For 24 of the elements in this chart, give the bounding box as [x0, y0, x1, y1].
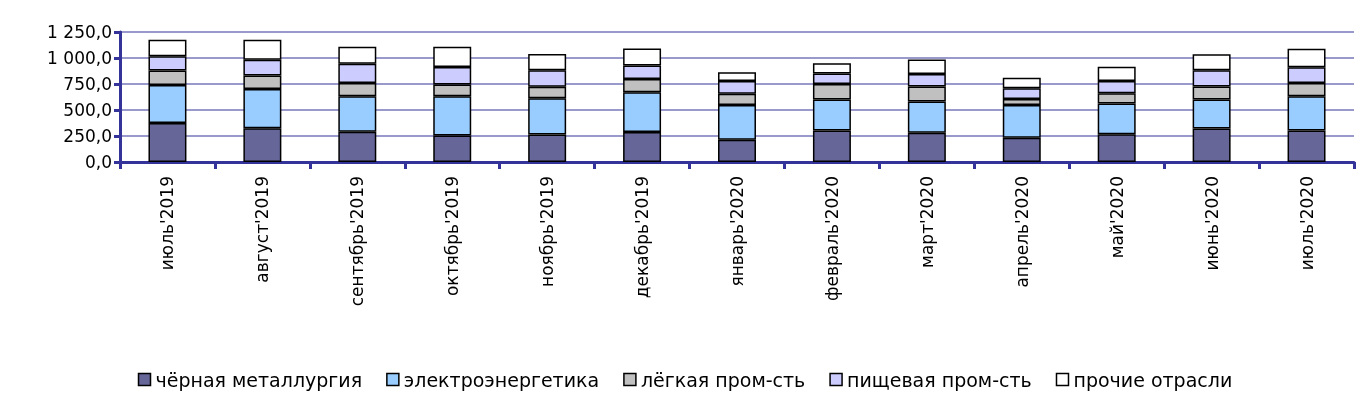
- legend-label: лёгкая пром-сть: [640, 368, 806, 391]
- y-tick-label: 500,0: [63, 100, 112, 120]
- x-tick-label: июнь'2020: [1201, 176, 1222, 271]
- x-tick-label: декабрь'2019: [632, 176, 653, 299]
- x-tick-label: октябрь'2019: [442, 176, 463, 297]
- y-tick-label: 1 000,0: [47, 48, 112, 68]
- x-tick-label: апрель'2020: [1011, 176, 1032, 288]
- x-tick-label: март'2020: [916, 176, 937, 268]
- x-tick-label: май'2020: [1106, 176, 1127, 259]
- legend-label: электроэнергетика: [403, 368, 600, 391]
- x-tick-label: июль'2019: [157, 176, 178, 271]
- x-tick-label: ноябрь'2019: [537, 176, 558, 287]
- y-tick-label: 0,0: [84, 152, 112, 172]
- x-tick-label: август'2019: [252, 176, 273, 283]
- legend-label: пищевая пром-сть: [847, 368, 1032, 391]
- x-tick-label: июль'2020: [1296, 176, 1317, 271]
- x-tick-label: январь'2020: [727, 176, 747, 287]
- y-tick-label: 250,0: [63, 126, 112, 146]
- legend-label: прочие отрасли: [1073, 368, 1233, 391]
- y-tick-label: 750,0: [63, 74, 112, 94]
- legend-label: чёрная металлургия: [155, 368, 363, 391]
- x-tick-label: февраль'2020: [821, 176, 842, 302]
- x-tick-label: сентябрь'2019: [347, 176, 368, 307]
- y-tick-label: 1 250,0: [47, 22, 112, 42]
